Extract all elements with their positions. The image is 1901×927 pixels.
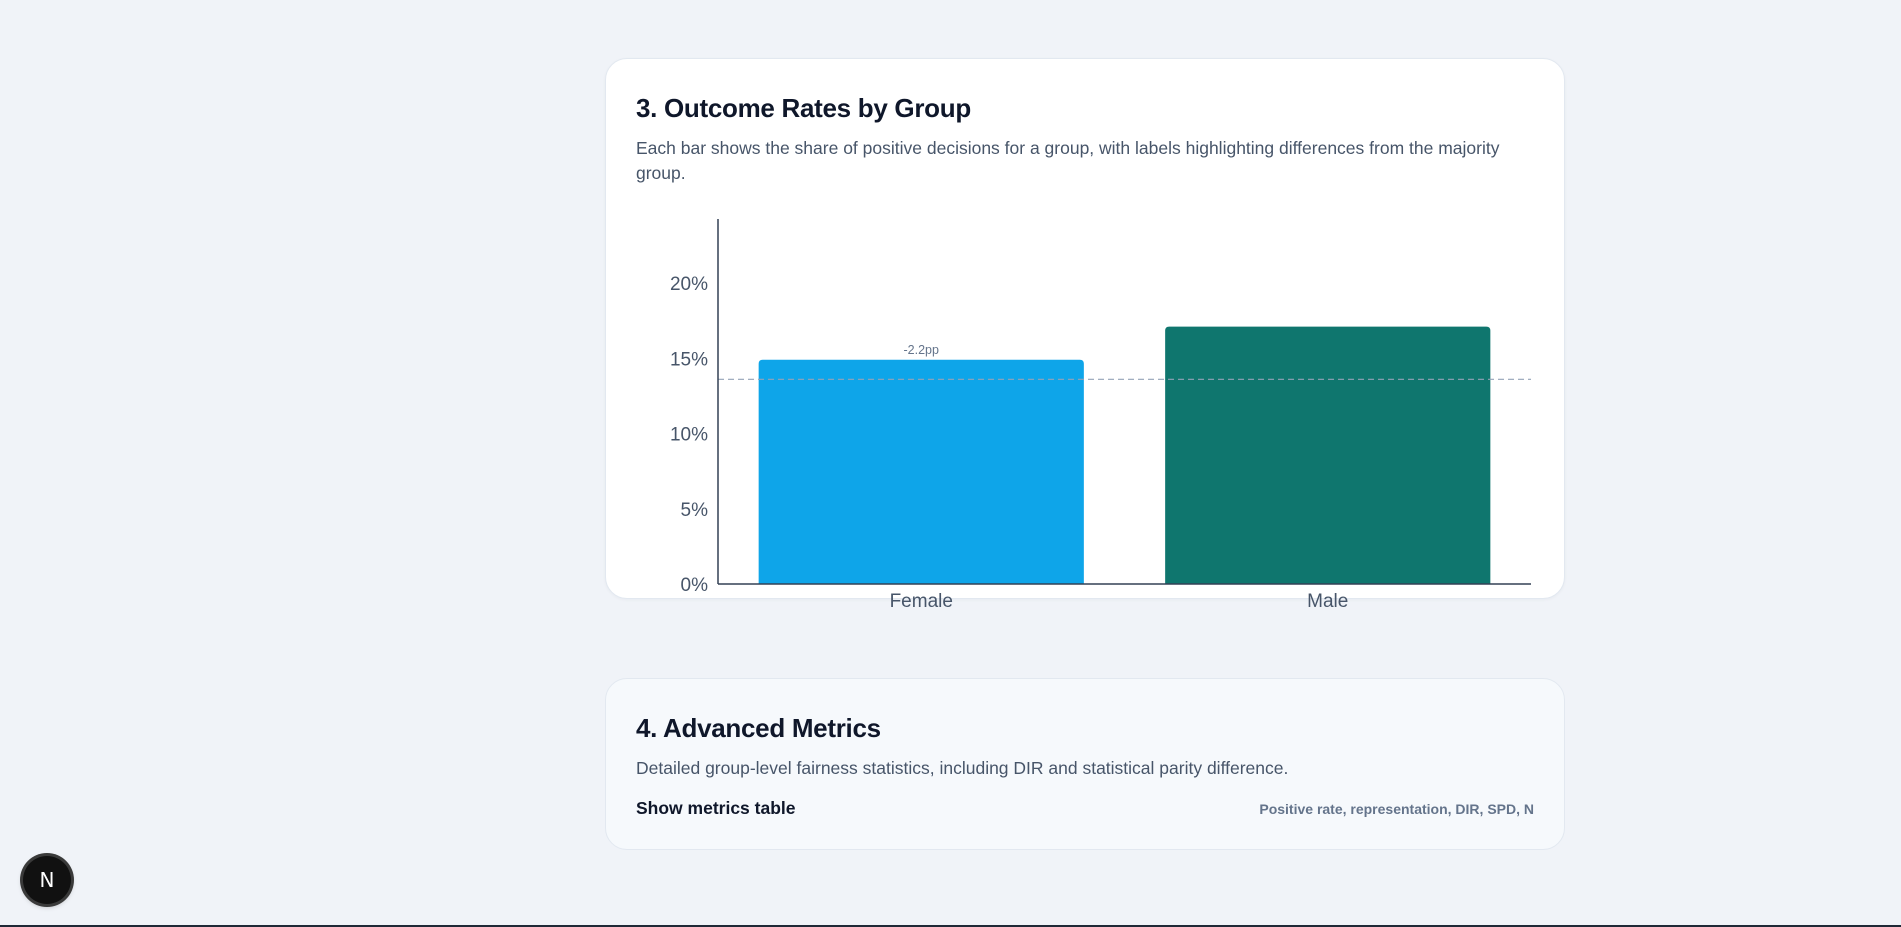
show-metrics-table-toggle[interactable]: Show metrics table (636, 798, 796, 818)
metrics-summary-hint: Positive rate, representation, DIR, SPD,… (1259, 800, 1534, 817)
outcome-rates-chart-svg: 0% 5% 10% 15% 20% Female -2.2pp Male (670, 219, 1531, 612)
bar-data-label: -2.2pp (904, 343, 939, 357)
outcome-rates-description: Each bar shows the share of positive dec… (636, 138, 1500, 183)
y-tick-label: 10% (670, 425, 708, 446)
y-tick-label: 5% (681, 500, 709, 521)
y-tick-label: 15% (670, 349, 708, 370)
x-tick-label: Male (1307, 591, 1348, 612)
outcome-rates-card: 3. Outcome Rates by Group Each bar shows… (605, 58, 1565, 612)
metrics-toggle-row: Show metrics table Positive rate, repres… (636, 798, 1534, 819)
y-tick-label: 0% (681, 575, 709, 596)
y-tick-label: 20% (670, 274, 708, 295)
advanced-metrics-description: Detailed group-level fairness statistics… (636, 758, 1289, 778)
bar-male (1165, 326, 1491, 584)
x-tick-label: Female (890, 591, 953, 612)
bottom-border (0, 925, 1901, 927)
nextjs-logo-icon: N (39, 868, 55, 892)
advanced-metrics-card: 4. Advanced Metrics Detailed group-level… (605, 678, 1565, 850)
outcome-rates-title: 3. Outcome Rates by Group (636, 93, 971, 123)
bar-female (758, 359, 1084, 584)
outcome-rates-chart: 0% 5% 10% 15% 20% Female -2.2pp Male (636, 209, 1566, 629)
advanced-metrics-title: 4. Advanced Metrics (636, 713, 881, 743)
nextjs-dev-tools-button[interactable]: N (23, 856, 71, 904)
